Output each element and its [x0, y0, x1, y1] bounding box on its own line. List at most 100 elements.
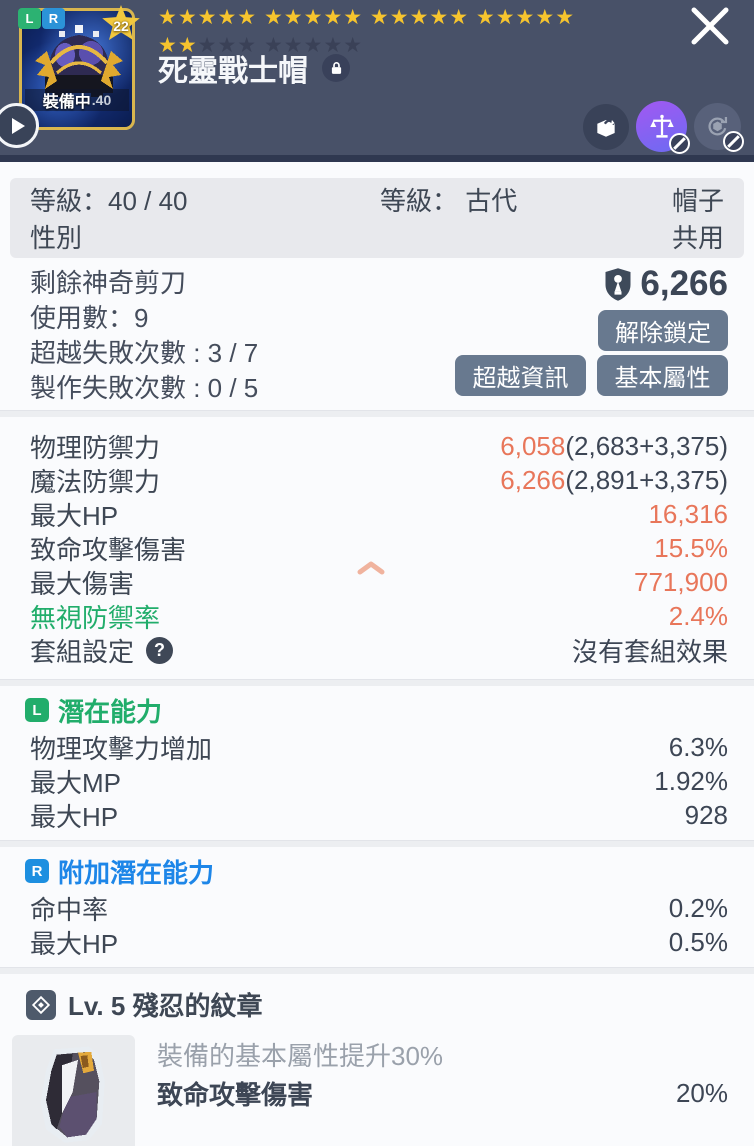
potential-header: L 潛在能力: [25, 694, 728, 727]
set-label: 套組設定: [30, 636, 135, 667]
play-icon: [12, 117, 25, 134]
close-icon[interactable]: [686, 2, 734, 50]
potential-section: L 潛在能力 物理攻擊力增加 6.3% 最大MP 1.92% 最大HP 928: [0, 686, 754, 840]
transcend-info-button[interactable]: 超越資訊: [455, 355, 586, 396]
stat-label: 最大HP: [30, 928, 119, 959]
defense-summary: 6,266: [603, 264, 728, 304]
potential-row: 最大MP 1.92%: [25, 764, 728, 798]
balance-scales-icon: [649, 114, 674, 138]
left-hand-badge: L: [25, 698, 49, 722]
stat-value: 928: [684, 799, 728, 830]
stars-filled: ★★: [158, 34, 198, 57]
basic-info-section: 等級：40 / 40 等級： 古代 帽子 性別 共用: [10, 178, 744, 258]
stat-value: 16,316: [648, 498, 728, 529]
stat-value: 6,058: [500, 430, 566, 461]
emblem-stat-value: 20%: [675, 1078, 728, 1108]
stat-label: 命中率: [30, 894, 109, 925]
emblem-pixel-art: [40, 1046, 105, 1143]
stars-filled: ★★★★★ ★★★★★ ★★★★★ ★★★★★: [158, 6, 576, 29]
send-to-storage-button[interactable]: [583, 103, 629, 150]
stat-value: 1.92%: [654, 765, 728, 796]
stat-value: 0.5%: [668, 926, 728, 957]
emblem-text: 裝備的基本屬性提升30% 致命攻擊傷害 20%: [157, 1035, 728, 1146]
main-stats-section: 物理防禦力 6,058(2,683+3,375) 魔法防禦力 6,266(2,8…: [0, 417, 754, 679]
disabled-ban-icon: [669, 133, 690, 154]
scissors-section: 剩餘神奇剪刀 使用數：9 超越失敗次數 : 3 / 7 製作失敗次數 : 0 /…: [0, 258, 754, 410]
stat-value: 2.4%: [668, 600, 728, 631]
item-level: 等級：40 / 40: [30, 186, 188, 216]
item-slot: 帽子: [671, 186, 724, 216]
stat-row: 最大HP 16,316: [30, 497, 728, 531]
hand-slot-badges: L R: [18, 8, 65, 29]
section-divider: [0, 410, 754, 417]
lock-icon: [331, 61, 341, 74]
header-action-icons: [583, 101, 744, 154]
title-row: 死靈戰士帽: [158, 46, 350, 90]
craft-fail-count: 製作失敗次數 : 0 / 5: [30, 373, 259, 403]
stat-row: 最大傷害 771,900: [30, 565, 728, 599]
badge-left-hand: L: [18, 8, 41, 29]
help-icon[interactable]: ?: [146, 636, 174, 664]
stat-value: 6.3%: [668, 731, 728, 762]
item-icon-card[interactable]: L R 22 裝備中 .40: [18, 5, 140, 130]
set-value: 沒有套組效果: [571, 636, 728, 667]
info-row-1: 等級：40 / 40 等級： 古代 帽子: [30, 181, 724, 218]
potential-title: 潛在能力: [58, 696, 163, 727]
equipped-band: 裝備中 .40: [25, 89, 129, 111]
stat-label: 最大HP: [30, 500, 119, 531]
right-hand-badge: R: [25, 859, 49, 883]
defense-shield-icon: [605, 267, 631, 301]
stat-label: 最大HP: [30, 801, 119, 832]
info-row-2: 性別 共用: [30, 218, 724, 255]
stat-row: 致命攻擊傷害 15.5%: [30, 531, 728, 565]
stat-label: 魔法防禦力: [30, 466, 161, 497]
stars-empty: ★★★ ★★★★★: [197, 34, 364, 57]
stat-label: 最大MP: [30, 767, 122, 798]
stat-breakdown: (2,683+3,375): [565, 430, 728, 461]
stat-breakdown: (2,891+3,375): [565, 464, 728, 495]
stat-value: 771,900: [634, 566, 728, 597]
lock-button[interactable]: [322, 54, 350, 82]
star-row-2: ★★★★★ ★★★★★: [158, 32, 575, 60]
unlock-button[interactable]: 解除鎖定: [598, 310, 728, 351]
section-divider: [0, 679, 754, 686]
emblem-stat-row: 致命攻擊傷害 20%: [157, 1075, 728, 1112]
stat-row: 魔法防禦力 6,266(2,891+3,375): [30, 463, 728, 497]
base-stats-button[interactable]: 基本屬性: [597, 355, 728, 396]
stat-label: 最大傷害: [30, 568, 135, 599]
stat-row: 無視防禦率 2.4%: [30, 599, 728, 633]
recycle-hexagon-icon: [708, 116, 728, 136]
badge-right-hand: R: [42, 8, 65, 29]
stat-label: 無視防禦率: [30, 602, 161, 633]
star-count-value: 22: [113, 17, 129, 34]
bonus-potential-header: R 附加潛在能力: [25, 855, 728, 888]
emblem-body: 裝備的基本屬性提升30% 致命攻擊傷害 20%: [12, 1035, 728, 1146]
set-label-wrap: 套組設定 ?: [30, 632, 174, 669]
emblem-icon-box[interactable]: [12, 1035, 135, 1146]
gender-label: 性別: [30, 223, 83, 253]
bonus-potential-section: R 附加潛在能力 命中率 0.2% 最大HP 0.5%: [0, 847, 754, 967]
stat-value: 0.2%: [668, 892, 728, 923]
emblem-section: Lv. 5 殘忍的紋章 裝備的基本屬性提升30% 致命攻擊傷害 20%: [0, 974, 754, 1146]
stat-label: 物理攻擊力增加: [30, 733, 213, 764]
header: L R 22 裝備中 .40 ★★★★★ ★★★★★ ★★★★★ ★★★★★ ★…: [0, 0, 754, 155]
preview-play-button[interactable]: [0, 103, 39, 148]
defense-value: 6,266: [640, 264, 728, 303]
trade-button-disabled[interactable]: [636, 101, 690, 154]
collapse-chevron-icon[interactable]: [356, 560, 386, 575]
disabled-ban-icon: [723, 131, 744, 152]
emblem-diamond-icon: [26, 989, 56, 1020]
storage-box-icon: [597, 119, 615, 137]
star-row-1: ★★★★★ ★★★★★ ★★★★★ ★★★★★: [158, 4, 575, 32]
stat-value: 15.5%: [654, 532, 728, 563]
item-name: 死靈戰士帽: [158, 55, 308, 88]
potential-row: 最大HP 928: [25, 798, 728, 832]
stat-label: 物理防禦力: [30, 432, 161, 463]
emblem-header: Lv. 5 殘忍的紋章: [26, 986, 728, 1023]
stat-value: 6,266: [500, 464, 566, 495]
reset-button-disabled[interactable]: [694, 103, 744, 152]
bonus-row: 命中率 0.2%: [25, 891, 728, 925]
bonus-potential-title: 附加潛在能力: [58, 857, 215, 888]
header-shadow-strip: [0, 155, 754, 162]
